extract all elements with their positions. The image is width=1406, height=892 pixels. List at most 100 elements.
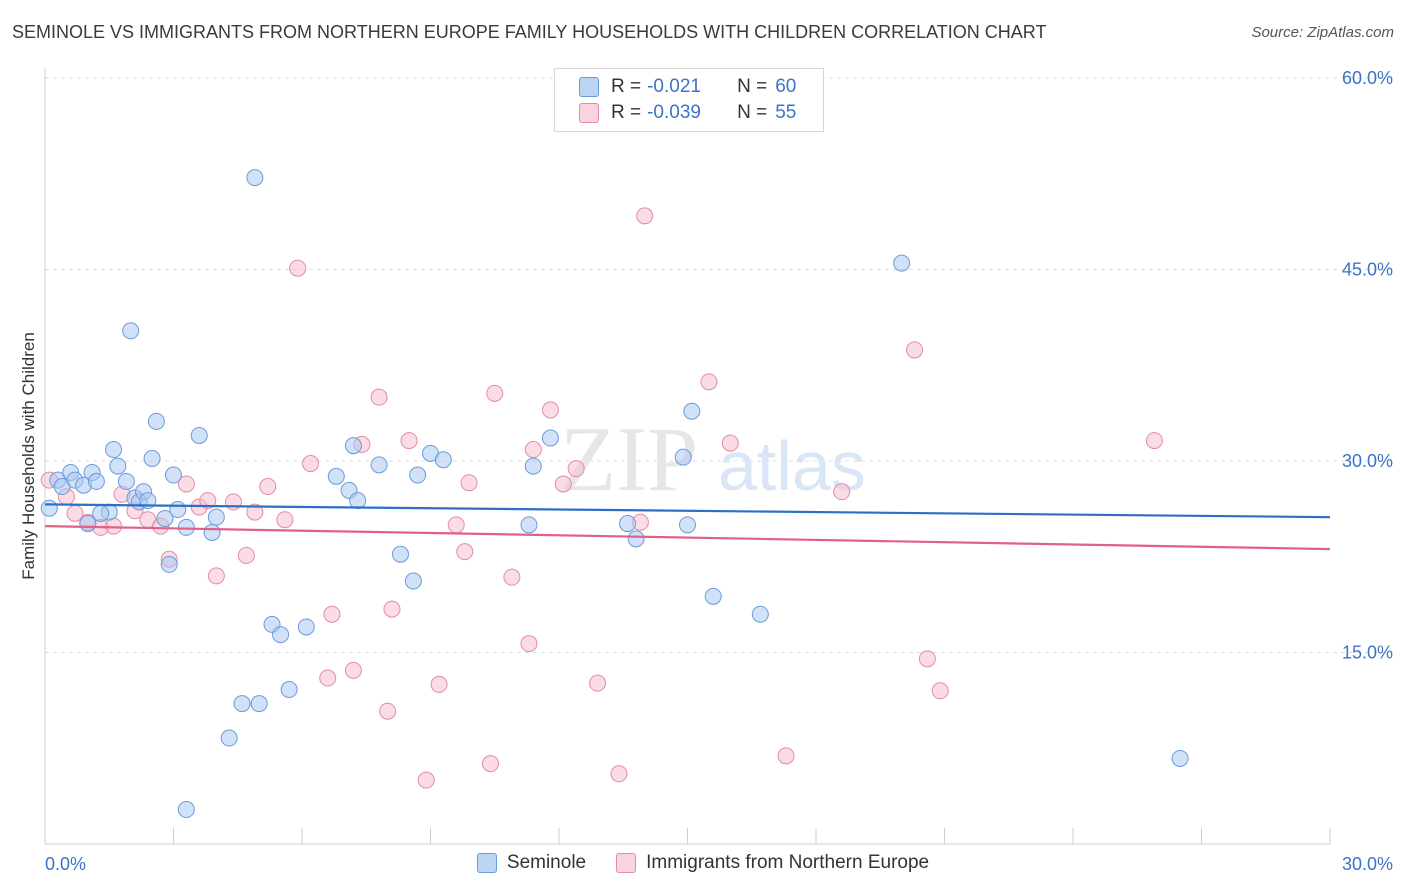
seminole-point xyxy=(627,530,645,548)
seminole-point xyxy=(190,426,208,444)
seminole-point xyxy=(207,508,225,526)
immigrants-point xyxy=(486,384,504,402)
seminole-point xyxy=(109,457,127,475)
seminole-point xyxy=(524,457,542,475)
seminole-point xyxy=(893,254,911,272)
seminole-point xyxy=(220,729,238,747)
seminole-point xyxy=(541,429,559,447)
seminole-point xyxy=(674,448,692,466)
immigrants-point xyxy=(344,661,362,679)
seminole-point xyxy=(520,516,538,534)
immigrants-point xyxy=(460,474,478,492)
immigrants-point xyxy=(289,259,307,277)
seminole-point xyxy=(349,492,367,510)
immigrants-point xyxy=(906,341,924,359)
x-tick-label: 0.0% xyxy=(45,854,86,874)
seminole-point xyxy=(1171,749,1189,767)
immigrants-point xyxy=(276,511,294,529)
seminole-points xyxy=(40,169,1189,819)
legend-n-value: 60 xyxy=(775,76,797,97)
y-tick-label: 45.0% xyxy=(1342,260,1393,280)
seminole-point xyxy=(92,504,110,522)
seminole-point xyxy=(297,618,315,636)
x-tick-label: 30.0% xyxy=(1342,854,1393,874)
seminole-point xyxy=(105,441,123,459)
seminole-point xyxy=(169,501,187,519)
legend-n-label: N = xyxy=(737,76,768,97)
immigrants-point xyxy=(700,373,718,391)
seminole-point xyxy=(233,695,251,713)
source-label: Source: ZipAtlas.com xyxy=(1251,24,1394,41)
seminole-point xyxy=(246,169,264,187)
legend-n-value: 55 xyxy=(775,102,797,123)
seminole-point xyxy=(122,322,140,340)
seminole-point xyxy=(143,449,161,467)
immigrants-point xyxy=(456,543,474,561)
seminole-point xyxy=(409,466,427,484)
seminole-point xyxy=(327,467,345,485)
seminole-point xyxy=(404,572,422,590)
seminole-point xyxy=(704,587,722,605)
legend-row-immigrants: R = -0.039 N = 55 xyxy=(579,101,796,125)
chart-title: SEMINOLE VS IMMIGRANTS FROM NORTHERN EUR… xyxy=(12,22,1047,42)
immigrants-point xyxy=(833,483,851,501)
immigrants-point xyxy=(224,493,242,511)
seminole-point xyxy=(370,456,388,474)
seminole-point xyxy=(250,695,268,713)
immigrants-point xyxy=(105,517,123,535)
immigrants-point xyxy=(379,702,397,720)
immigrants-point xyxy=(207,567,225,585)
y-tick-label: 60.0% xyxy=(1342,68,1393,88)
seminole-point xyxy=(177,801,195,819)
immigrants-point xyxy=(524,441,542,459)
legend-r-label: R = xyxy=(611,76,642,97)
immigrants-point xyxy=(417,771,435,789)
y-axis-label: Family Households with Children xyxy=(19,332,38,580)
seminole-point xyxy=(344,437,362,455)
immigrants-point xyxy=(541,401,559,419)
y-tick-label: 15.0% xyxy=(1342,643,1393,663)
bottom-legend-seminole: Seminole xyxy=(476,852,587,874)
seminole-point xyxy=(280,681,298,699)
immigrants-point xyxy=(246,503,264,521)
immigrants-point xyxy=(177,475,195,493)
bottom-legend-immigrants: Immigrants from Northern Europe xyxy=(616,852,929,874)
immigrants-trend-line xyxy=(44,525,1331,551)
immigrants-point xyxy=(259,478,277,496)
bottom-legend-seminole-label: Seminole xyxy=(506,852,587,873)
seminole-point xyxy=(203,523,221,541)
legend-r-value: -0.021 xyxy=(647,76,701,97)
seminole-point xyxy=(619,515,637,533)
bottom-legend: Seminole Immigrants from Northern Europe xyxy=(0,852,1406,874)
immigrants-point xyxy=(520,635,538,653)
legend-box: R = -0.021 N = 60 R = -0.039 N = 55 xyxy=(554,68,824,132)
immigrants-point xyxy=(1145,432,1163,450)
seminole-point xyxy=(156,509,174,527)
immigrants-point xyxy=(918,650,936,668)
immigrants-point xyxy=(636,207,654,225)
immigrants-point xyxy=(323,605,341,623)
immigrants-point xyxy=(777,747,795,765)
immigrants-point xyxy=(302,455,320,473)
legend-r-value: -0.039 xyxy=(647,102,701,123)
immigrants-point xyxy=(567,460,585,478)
immigrants-point xyxy=(370,388,388,406)
immigrants-swatch xyxy=(579,103,599,123)
immigrants-point xyxy=(554,475,572,493)
immigrants-point xyxy=(319,669,337,687)
seminole-point xyxy=(392,545,410,563)
immigrants-point xyxy=(383,600,401,618)
immigrants-point xyxy=(589,674,607,692)
bottom-legend-immigrants-label: Immigrants from Northern Europe xyxy=(646,852,930,873)
legend-row-seminole: R = -0.021 N = 60 xyxy=(579,75,796,99)
immigrants-point xyxy=(503,568,521,586)
seminole-point xyxy=(751,605,769,623)
seminole-point xyxy=(117,472,135,490)
trend-lines xyxy=(44,503,1331,551)
seminole-point xyxy=(40,499,58,517)
seminole-swatch xyxy=(579,77,599,97)
immigrants-points xyxy=(40,207,1163,789)
immigrants-point xyxy=(199,492,217,510)
tick-labels: 15.0% 30.0% 45.0% 60.0% 0.0% 30.0% xyxy=(45,68,1393,874)
